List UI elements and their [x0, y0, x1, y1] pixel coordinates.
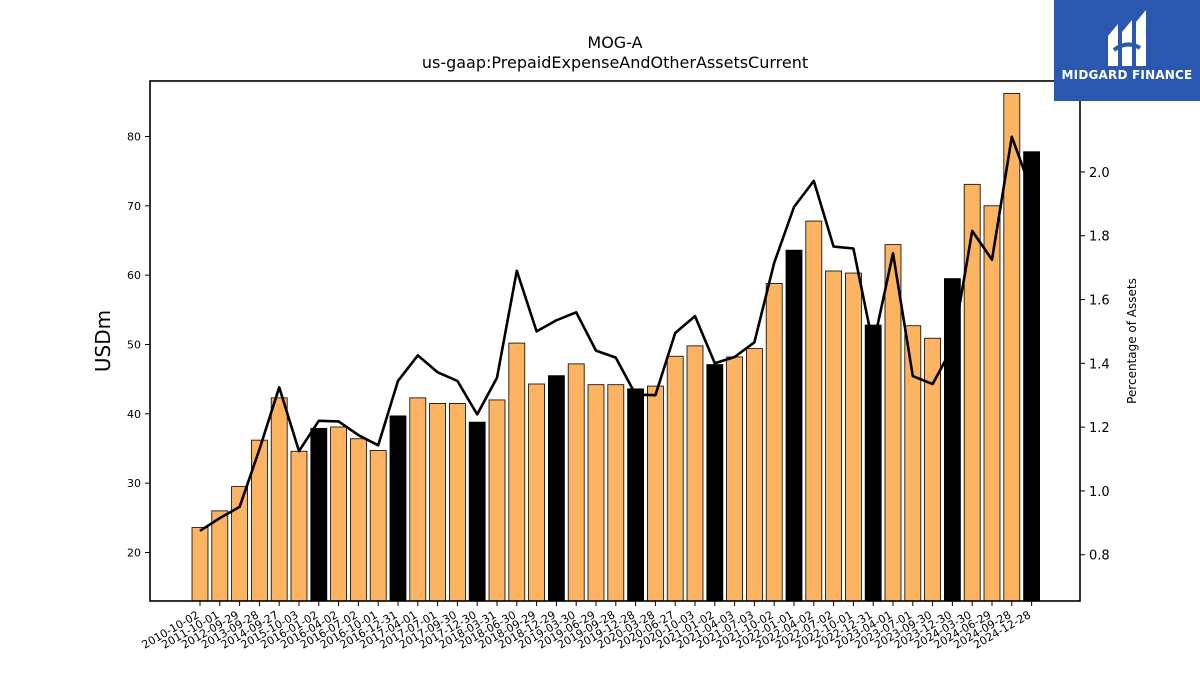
bar-2018-03-31 — [488, 399, 506, 602]
right-axis: 0.8 1.0 1.2 1.4 1.6 1.8 2.0 — [1080, 166, 1110, 564]
bar-2016-07-02 — [349, 438, 367, 602]
bar-2019-09-28 — [607, 384, 625, 602]
bar-2024-06-29 — [983, 205, 1001, 602]
left-axis: 20 30 40 50 60 70 80 — [127, 130, 150, 559]
bar-2016-10-01 — [369, 450, 387, 602]
y-tick-label: 80 — [127, 130, 141, 143]
bar-2014-09-27 — [270, 397, 288, 602]
bar-2021-10-02 — [765, 283, 783, 602]
bar-2018-12-29 — [548, 375, 565, 602]
x-axis: 2010-10-022011-10-012012-09-292013-09-28… — [140, 601, 1033, 652]
bar-2015-10-03 — [290, 450, 308, 602]
y2-axis-label: Percentage of Assets — [1125, 278, 1139, 404]
bar-2017-07-01 — [429, 402, 447, 602]
y2-tick-label: 2.0 — [1089, 166, 1110, 181]
bar-2024-03-30 — [963, 183, 981, 602]
percentage-line — [199, 135, 1033, 532]
y-tick-label: 70 — [127, 200, 141, 213]
bars-layer — [191, 93, 1040, 602]
y2-tick-label: 1.2 — [1089, 421, 1110, 436]
bar-2023-07-01 — [904, 325, 922, 602]
y-tick-label: 20 — [127, 546, 141, 559]
logo: MIDGARD FINANCE — [1054, 0, 1200, 101]
bar-2018-09-29 — [528, 383, 545, 602]
y-tick-label: 50 — [127, 338, 141, 351]
bar-2022-10-01 — [845, 272, 862, 602]
line-layer — [199, 135, 1033, 532]
bar-2016-12-31 — [389, 415, 407, 602]
bar-2017-04-01 — [409, 397, 427, 602]
bar-2021-01-02 — [706, 364, 724, 602]
bar-2022-07-02 — [825, 270, 842, 602]
y2-tick-label: 1.4 — [1089, 357, 1110, 372]
bar-2010-10-02 — [191, 527, 209, 602]
bar-2017-09-30 — [448, 402, 466, 602]
y2-tick-label: 0.8 — [1089, 549, 1110, 564]
chart-title: MOG-A — [587, 33, 643, 52]
y2-tick-label: 1.8 — [1089, 230, 1110, 245]
bar-2016-04-02 — [330, 426, 348, 602]
bar-2023-12-30 — [944, 278, 961, 602]
bar-2022-04-02 — [805, 220, 823, 602]
y2-tick-label: 1.6 — [1089, 294, 1110, 309]
bar-2021-07-03 — [746, 348, 763, 602]
bar-2017-12-30 — [468, 421, 486, 602]
bar-2023-09-30 — [924, 337, 941, 602]
bar-2020-03-28 — [647, 385, 664, 602]
y-tick-label: 60 — [127, 269, 141, 282]
bar-2019-12-28 — [627, 388, 644, 602]
plot-frame — [149, 80, 1081, 602]
y-tick-label: 30 — [127, 477, 141, 490]
logo-text: MIDGARD FINANCE — [1061, 68, 1193, 82]
bar-2024-12-28 — [1023, 151, 1040, 602]
y-axis-label: USDm — [91, 310, 115, 372]
bar-2019-06-29 — [587, 384, 605, 602]
bar-2020-06-27 — [666, 355, 684, 602]
midgard-logo-icon — [1108, 10, 1146, 66]
y2-tick-label: 1.0 — [1089, 485, 1110, 500]
bar-2022-12-31 — [864, 324, 882, 602]
bar-2016-01-02 — [310, 427, 328, 602]
bar-2011-10-01 — [211, 510, 229, 602]
y-tick-label: 40 — [127, 408, 141, 421]
bar-2019-03-30 — [567, 363, 585, 602]
chart-subtitle: us-gaap:PrepaidExpenseAndOtherAssetsCurr… — [421, 53, 809, 72]
bar-2020-10-03 — [686, 345, 704, 602]
bar-2023-04-01 — [884, 244, 902, 602]
bar-2022-01-01 — [785, 249, 803, 602]
bar-2018-06-30 — [508, 342, 526, 602]
bar-2021-04-03 — [726, 356, 743, 602]
